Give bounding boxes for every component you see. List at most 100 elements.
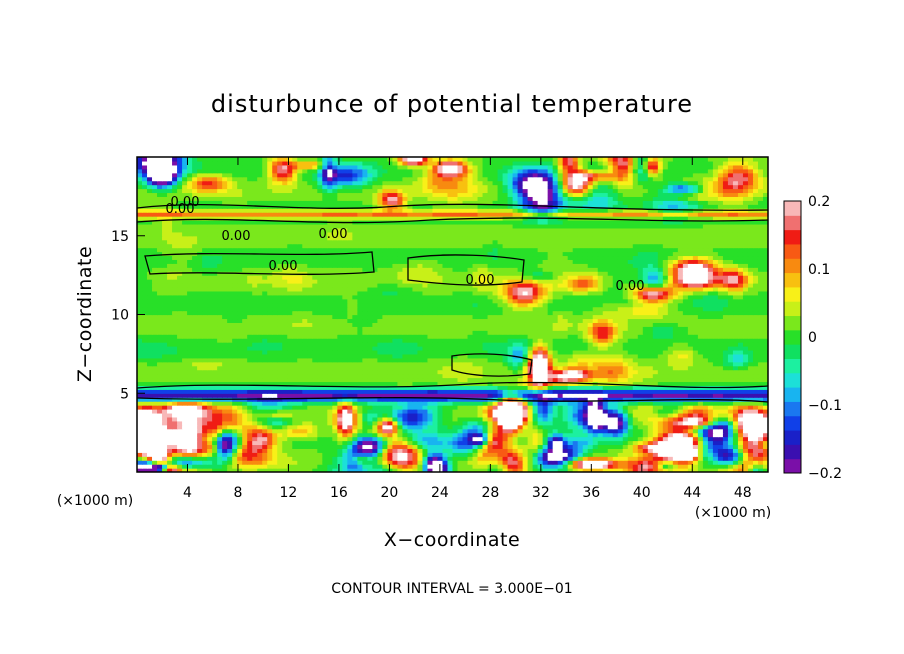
field-cell <box>247 464 253 469</box>
field-cell <box>312 326 318 331</box>
field-cell <box>377 346 383 351</box>
field-cell <box>302 326 308 331</box>
field-cell <box>357 464 363 469</box>
field-cell <box>502 322 509 327</box>
field-cell <box>207 361 213 367</box>
field-cell <box>647 349 654 355</box>
field-cell <box>612 357 619 363</box>
field-cell <box>272 416 278 422</box>
field-cell <box>162 369 168 375</box>
field-cell <box>567 448 574 453</box>
field-cell <box>327 334 333 339</box>
field-cell <box>462 456 469 461</box>
field-cell <box>332 428 338 434</box>
field-cell <box>582 389 589 394</box>
field-cell <box>137 428 143 434</box>
field-cell <box>477 365 484 371</box>
field-cell <box>722 412 729 418</box>
field-cell <box>352 338 358 343</box>
field-cell <box>202 460 208 465</box>
field-cell <box>252 373 258 379</box>
field-cell <box>607 361 614 367</box>
field-cell <box>447 412 454 418</box>
field-cell <box>562 412 569 418</box>
field-cell <box>367 416 373 422</box>
field-cell <box>242 468 248 472</box>
field-cell <box>662 468 669 472</box>
field-cell <box>727 389 734 394</box>
field-cell <box>152 401 158 406</box>
field-cell <box>682 393 689 398</box>
field-cell <box>432 444 439 449</box>
field-cell <box>297 338 303 343</box>
field-cell <box>417 385 424 390</box>
field-cell <box>337 369 343 375</box>
field-cell <box>232 448 238 453</box>
field-cell <box>567 377 574 383</box>
chart-title: disturbunce of potential temperature <box>211 90 693 118</box>
field-cell <box>667 334 674 339</box>
field-cell <box>402 338 409 343</box>
field-cell <box>522 322 529 327</box>
field-cell <box>287 373 293 379</box>
field-cell <box>652 338 659 343</box>
field-cell <box>252 416 258 422</box>
field-cell <box>172 389 178 394</box>
field-cell <box>397 346 404 351</box>
field-cell <box>547 464 554 469</box>
field-cell <box>482 448 489 453</box>
field-cell <box>507 432 514 438</box>
field-cell <box>217 318 223 323</box>
field-cell <box>487 401 494 406</box>
field-cell <box>577 322 584 327</box>
field-cell <box>572 357 579 363</box>
field-cell <box>492 420 499 426</box>
field-cell <box>447 401 454 406</box>
field-cell <box>587 440 594 446</box>
field-cell <box>667 460 674 465</box>
field-cell <box>382 401 388 406</box>
field-cell <box>192 464 198 469</box>
field-cell <box>742 468 749 472</box>
field-cell <box>327 357 333 363</box>
field-cell <box>237 389 243 394</box>
field-cell <box>332 318 338 323</box>
field-cell <box>672 373 679 379</box>
field-cell <box>427 440 434 446</box>
field-cell <box>722 460 729 465</box>
field-cell <box>247 412 253 418</box>
field-cell <box>172 424 178 430</box>
field-cell <box>457 452 464 457</box>
field-cell <box>332 405 338 410</box>
field-cell <box>557 456 564 461</box>
field-cell <box>732 322 739 327</box>
field-cell <box>367 389 373 394</box>
field-cell <box>397 460 404 465</box>
field-cell <box>412 357 419 363</box>
field-cell <box>667 369 674 375</box>
field-cell <box>392 440 399 446</box>
field-cell <box>707 412 714 418</box>
field-cell <box>632 346 639 351</box>
field-cell <box>672 436 679 442</box>
field-cell <box>452 464 459 469</box>
field-cell <box>497 401 504 406</box>
field-cell <box>347 342 353 347</box>
field-cell <box>207 420 213 426</box>
field-cell <box>387 409 394 414</box>
field-cell <box>207 416 213 422</box>
field-cell <box>407 460 414 465</box>
field-cell <box>392 416 399 422</box>
field-cell <box>497 428 504 434</box>
field-cell <box>232 349 238 355</box>
field-cell <box>297 385 303 390</box>
field-cell <box>357 322 363 327</box>
field-cell <box>202 334 208 339</box>
field-cell <box>512 385 519 390</box>
field-cell <box>447 318 454 323</box>
field-cell <box>617 456 624 461</box>
field-cell <box>597 346 604 351</box>
field-cell <box>597 377 604 383</box>
field-cell <box>162 334 168 339</box>
field-cell <box>452 468 459 472</box>
